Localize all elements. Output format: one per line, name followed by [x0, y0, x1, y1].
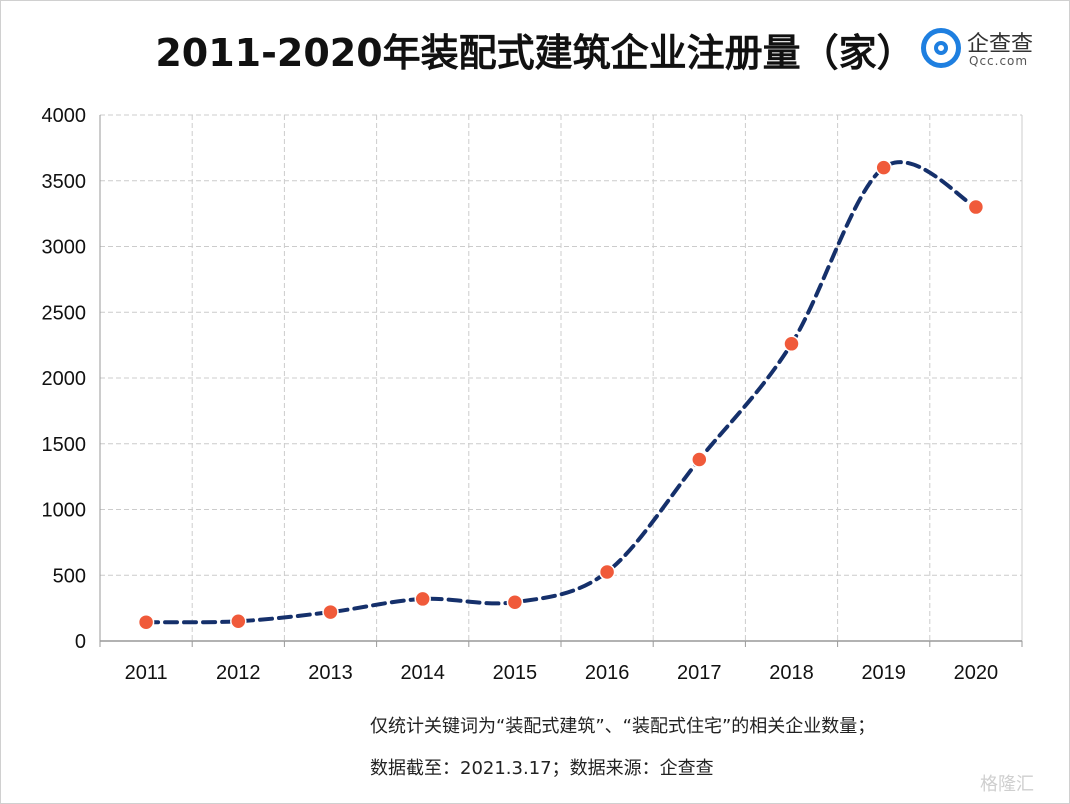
x-tick-label: 2015 — [493, 662, 538, 684]
data-point — [414, 590, 431, 608]
y-tick-label: 3500 — [42, 171, 87, 193]
x-tick-label: 2020 — [954, 662, 999, 684]
y-tick-label: 500 — [53, 565, 86, 587]
y-tick-label: 2500 — [42, 302, 87, 324]
data-point — [506, 593, 524, 611]
x-tick-label: 2017 — [677, 662, 722, 684]
x-tick-label: 2018 — [769, 662, 814, 684]
chart-title: 2011-2020年装配式建筑企业注册量（家） — [0, 22, 1070, 77]
data-point — [875, 159, 892, 176]
y-tick-label: 1500 — [42, 434, 87, 456]
footnote-scope: 仅统计关键词为“装配式建筑”、“装配式住宅”的相关企业数量； — [370, 716, 876, 737]
y-tick-label: 3000 — [42, 237, 87, 259]
x-tick-label: 2014 — [400, 662, 445, 684]
x-tick-label: 2012 — [216, 662, 261, 684]
logo-name: 企查查 — [967, 32, 1034, 57]
y-tick-label: 2000 — [42, 368, 87, 390]
x-tick-label: 2011 — [125, 662, 168, 684]
watermark: 格隆汇 — [980, 774, 1034, 795]
data-point — [691, 451, 708, 468]
y-tick-label: 4000 — [42, 105, 87, 127]
logo-domain: Qcc.com — [969, 54, 1029, 68]
data-point — [598, 563, 616, 581]
footnote-source: 数据截至：2021.3.17；数据来源：企查查 — [370, 758, 714, 779]
qcc-logo: 企查查 Qcc.com — [921, 26, 1070, 74]
y-tick-label: 0 — [75, 631, 86, 653]
data-point — [137, 613, 155, 631]
x-tick-label: 2013 — [308, 662, 353, 684]
chart-title-text: 2011-2020年装配式建筑企业注册量（家） — [155, 31, 915, 75]
x-tick-label: 2019 — [861, 662, 906, 684]
qcc-logo-icon — [921, 28, 961, 68]
data-point — [230, 613, 247, 630]
data-point — [967, 198, 985, 216]
x-tick-label: 2016 — [585, 662, 630, 684]
data-point — [783, 335, 800, 353]
y-tick-label: 1000 — [42, 500, 87, 522]
data-point — [322, 603, 339, 621]
